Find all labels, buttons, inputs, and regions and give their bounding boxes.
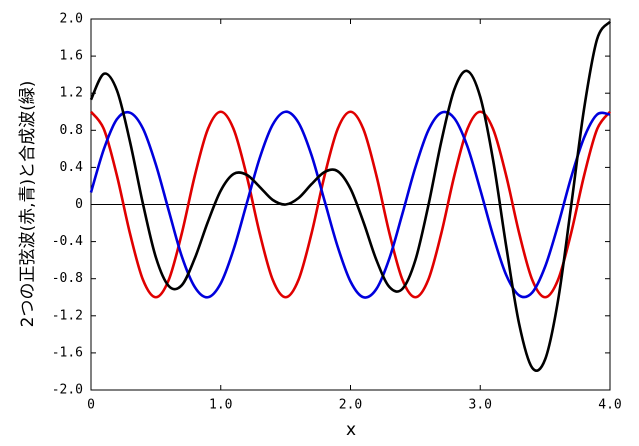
y-tick-label: -1.2 <box>52 308 83 323</box>
x-tick-label: 4.0 <box>598 398 621 413</box>
y-tick-label: -1.6 <box>52 345 83 360</box>
y-tick-label: 0.4 <box>60 160 84 175</box>
x-tick-label: 3.0 <box>469 398 492 413</box>
y-tick-label: -0.4 <box>52 234 83 249</box>
x-tick-label: 0 <box>87 398 95 413</box>
y-tick-label: 0 <box>75 197 83 212</box>
x-axis-label: x <box>346 420 356 440</box>
y-tick-label: 1.6 <box>60 49 83 64</box>
y-tick-label: -0.8 <box>52 271 83 286</box>
y-tick-label: 1.2 <box>60 86 83 101</box>
x-tick-label: 2.0 <box>339 398 362 413</box>
y-tick-label: 0.8 <box>60 123 83 138</box>
x-tick-label: 1.0 <box>209 398 232 413</box>
y-tick-label: 2.0 <box>60 12 83 27</box>
y-axis-label: 2つの正弦波(赤,青)と合成波(緑) <box>18 81 38 328</box>
y-tick-label: -2.0 <box>52 383 83 398</box>
line-series <box>89 20 612 372</box>
line-series <box>89 110 611 299</box>
